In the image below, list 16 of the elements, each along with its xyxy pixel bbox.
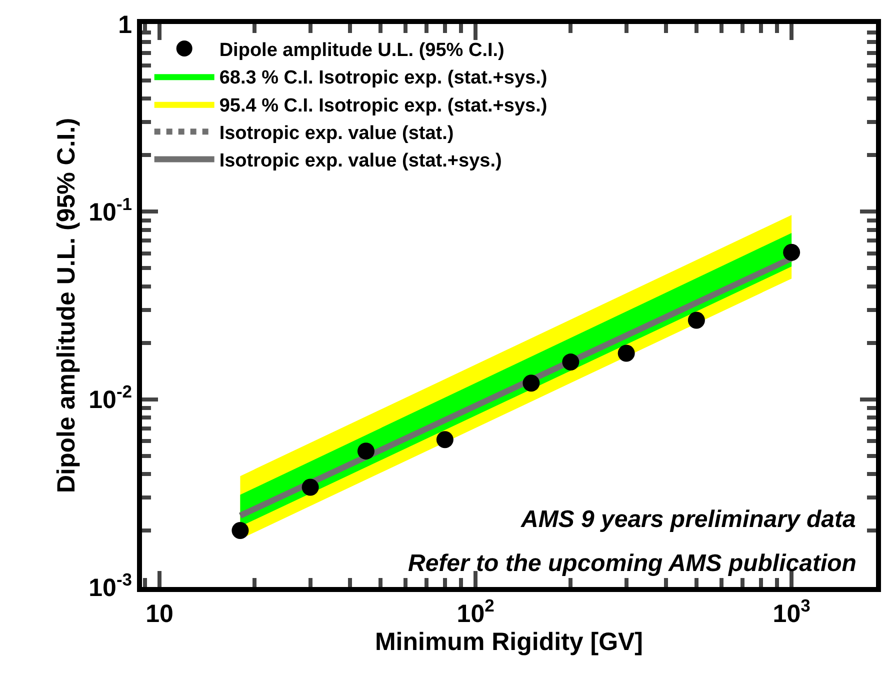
y-tick-label: 10$^{-1}$ xyxy=(88,194,132,226)
annotation: AMS 9 years preliminary data xyxy=(520,506,856,533)
x-tick-label: 10$^{3}$ xyxy=(772,596,811,628)
annotation: Refer to the upcoming AMS publication xyxy=(408,550,856,577)
legend-label: 95.4 % C.I. Isotropic exp. (stat.+sys.) xyxy=(219,95,548,116)
x-tick-label: 10 xyxy=(146,600,174,628)
x-axis-title: Minimum Rigidity [GV] xyxy=(374,628,644,656)
y-tick-label: 10$^{-3}$ xyxy=(88,569,132,602)
legend-label: 68.3 % C.I. Isotropic exp. (stat.+sys.) xyxy=(219,68,548,89)
legend-label: Isotropic exp. value (stat.) xyxy=(219,122,454,144)
legend-label: Isotropic exp. value (stat.+sys.) xyxy=(219,150,502,172)
y-tick-label: 10$^{-2}$ xyxy=(88,382,132,414)
legend-label: Dipole amplitude U.L. (95% C.I.) xyxy=(219,40,504,61)
y-tick-label: 1 xyxy=(118,10,132,39)
x-tick-label: 10$^{2}$ xyxy=(456,596,495,628)
y-axis-title: Dipole amplitude U.L. (95% C.I.) xyxy=(52,118,80,494)
